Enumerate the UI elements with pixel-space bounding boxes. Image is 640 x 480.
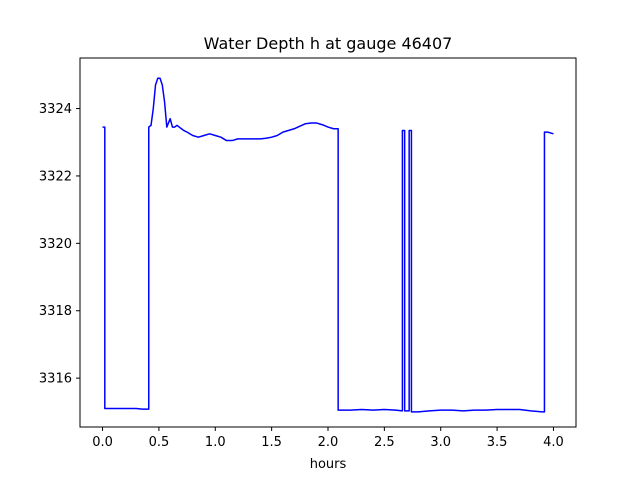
y-tick-label: 3316 xyxy=(39,372,72,387)
x-tick-label: 3.0 xyxy=(430,435,451,450)
series-line xyxy=(102,77,554,413)
x-tick-label: 2.0 xyxy=(318,435,339,450)
x-tick-label: 3.5 xyxy=(487,435,508,450)
y-tick-label: 3322 xyxy=(39,169,72,184)
plot-area xyxy=(102,77,554,413)
x-tick-label: 4.0 xyxy=(543,435,564,450)
tick-layer: 0.0 0.5 1.0 1.5 2.0 2.5 3.0 3.5 4.0 3316 3318 3320 3… xyxy=(39,102,564,450)
y-tick-label: 3318 xyxy=(39,304,72,319)
chart-title: Water Depth h at gauge 46407 xyxy=(204,34,453,53)
x-tick-label: 1.0 xyxy=(205,435,226,450)
x-tick-label: 0.5 xyxy=(149,435,170,450)
x-tick-label: 1.5 xyxy=(261,435,282,450)
y-tick-label: 3320 xyxy=(39,237,72,252)
y-tick-label: 3324 xyxy=(39,102,72,117)
axes-frame xyxy=(79,57,577,428)
x-tick-label: 0.0 xyxy=(92,435,113,450)
x-tick-label: 2.5 xyxy=(374,435,395,450)
x-axis-label: hours xyxy=(310,457,347,472)
